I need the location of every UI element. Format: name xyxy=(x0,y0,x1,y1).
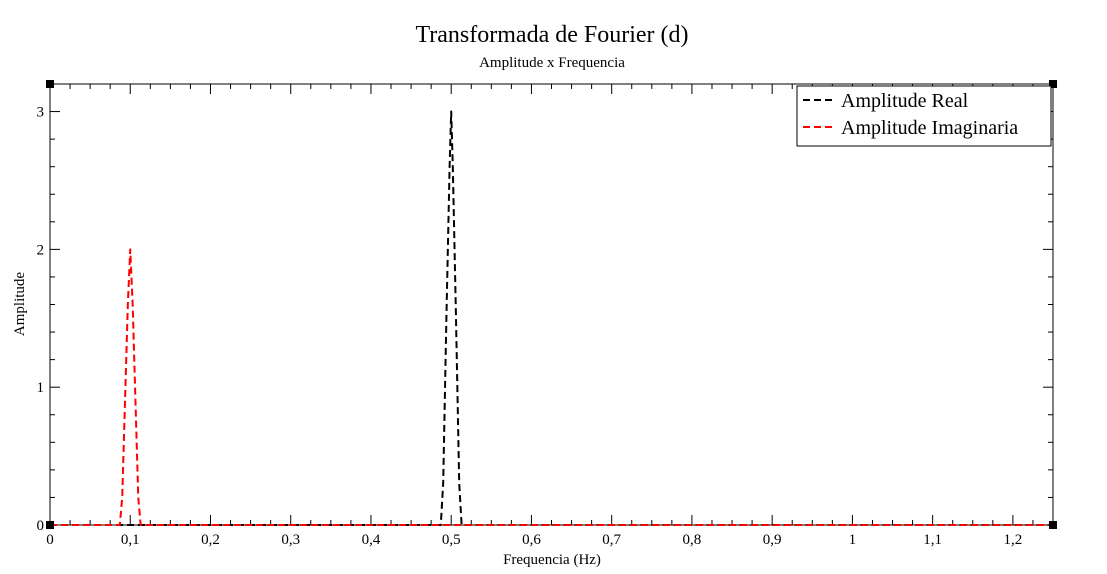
legend: Amplitude Real Amplitude Imaginaria xyxy=(796,85,1052,147)
x-axis-ticks: 0 0,1 0,2 0,3 0,4 0,5 0,6 0,7 0,8 0,9 1 1,1 1,2 xyxy=(46,84,1054,548)
x-tick-label: 0,2 xyxy=(201,532,220,548)
x-axis-label: Frequencia (Hz) xyxy=(503,552,601,568)
x-tick-label: 0,6 xyxy=(522,532,541,548)
x-tick-label: 0,5 xyxy=(442,532,461,548)
y-tick-label: 2 xyxy=(37,242,45,258)
series-line-0 xyxy=(50,110,1053,526)
x-tick-label: 0,3 xyxy=(281,532,300,548)
x-tick-label: 0,8 xyxy=(683,532,702,548)
x-tick-label: 1,1 xyxy=(923,532,942,548)
x-tick-label: 1,2 xyxy=(1004,532,1023,548)
y-tick-label: 1 xyxy=(37,380,45,396)
plot-area-frame xyxy=(49,83,1054,526)
plot-corner-handles xyxy=(46,80,1057,529)
x-tick-label: 0,7 xyxy=(602,532,621,548)
y-axis-ticks: 0 1 2 3 xyxy=(37,83,1053,534)
x-tick-label: 0,9 xyxy=(763,532,782,548)
y-tick-label: 3 xyxy=(37,105,45,121)
x-tick-label: 0 xyxy=(46,532,54,548)
legend-box xyxy=(796,85,1052,147)
y-tick-label: 0 xyxy=(37,518,45,534)
corner-handle-top-right[interactable] xyxy=(1049,80,1057,88)
x-tick-label: 0,1 xyxy=(121,532,140,548)
chart-subtitle: Amplitude x Frequencia xyxy=(479,55,625,71)
corner-handle-top-left[interactable] xyxy=(46,80,54,88)
chart-title: Transformada de Fourier (d) xyxy=(415,22,688,48)
x-tick-label: 0,4 xyxy=(362,532,381,548)
corner-handle-bottom-right[interactable] xyxy=(1049,521,1057,529)
legend-label-amplitude-real: Amplitude Real xyxy=(841,90,969,112)
legend-label-amplitude-imaginaria: Amplitude Imaginaria xyxy=(841,117,1018,139)
x-tick-label: 1 xyxy=(849,532,857,548)
y-axis-label: Amplitude xyxy=(12,272,28,337)
corner-handle-bottom-left[interactable] xyxy=(46,521,54,529)
series-line-1 xyxy=(50,248,1053,526)
series-layer xyxy=(50,110,1053,526)
